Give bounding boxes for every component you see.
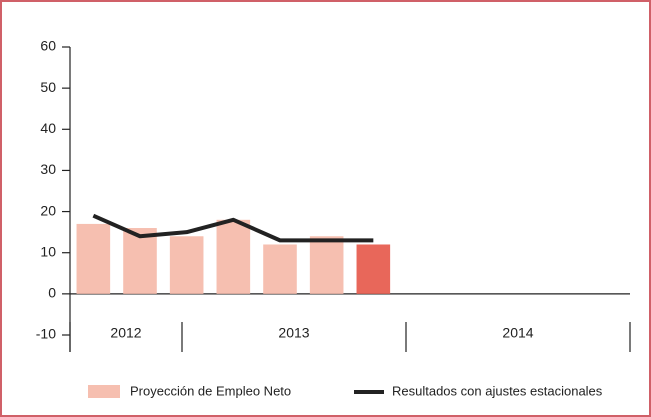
x-group-label: 2013 (278, 325, 309, 341)
y-tick-label: -10 (36, 326, 56, 342)
bar (123, 228, 157, 294)
bar (309, 236, 344, 294)
y-tick-label: 20 (40, 202, 56, 218)
line (92, 213, 374, 243)
y-tick-label: 30 (40, 161, 56, 177)
y-tick-label: 40 (40, 120, 56, 136)
bar (169, 236, 204, 294)
y-tick-label: 60 (40, 38, 56, 54)
legend-label: Resultados con ajustes estacionales (392, 383, 603, 398)
bar (216, 219, 251, 294)
legend-swatch (88, 385, 120, 398)
bar (76, 223, 111, 294)
legend-label: Proyección de Empleo Neto (130, 383, 291, 398)
bar (356, 244, 391, 294)
y-tick-label: 50 (40, 79, 56, 95)
bar (263, 244, 297, 294)
y-tick-label: 10 (40, 243, 56, 259)
x-group-label: 2012 (110, 325, 141, 341)
x-group-label: 2014 (502, 325, 533, 341)
y-tick-label: 0 (48, 285, 56, 301)
